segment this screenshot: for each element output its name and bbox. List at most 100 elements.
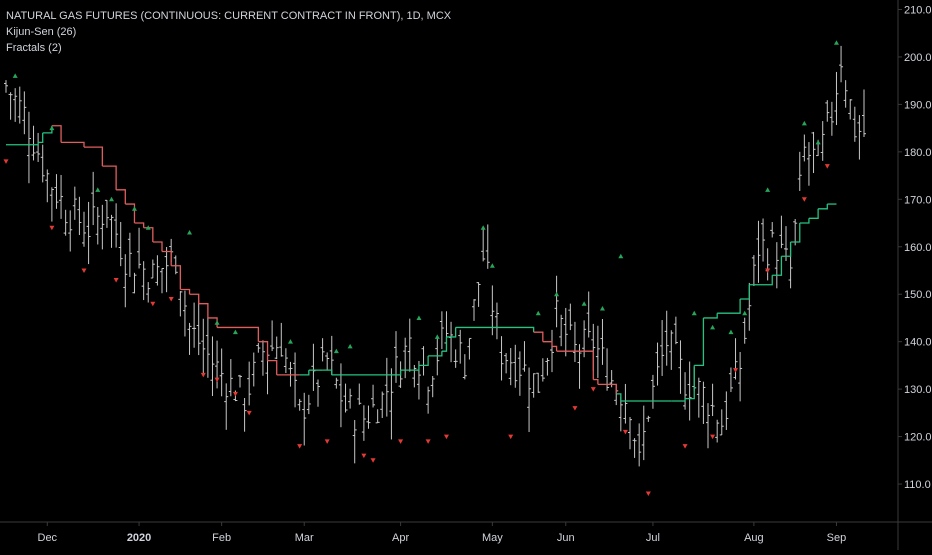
fractal-up-marker bbox=[728, 329, 734, 335]
y-tick-label: 130.0 bbox=[904, 384, 932, 396]
x-tick-label: Apr bbox=[392, 532, 409, 544]
fractal-down-marker bbox=[682, 444, 688, 449]
kijun-sen-segment bbox=[740, 284, 750, 300]
fractal-down-marker bbox=[572, 406, 578, 411]
fractal-down-marker bbox=[200, 372, 206, 378]
kijun-sen-segment bbox=[542, 341, 553, 347]
x-tick-label: 2020 bbox=[127, 532, 151, 544]
kijun-sen-segment bbox=[258, 341, 269, 361]
kijun-sen-segment bbox=[799, 218, 810, 224]
fractal-up-marker bbox=[618, 253, 624, 259]
fractal-down-marker bbox=[232, 391, 238, 397]
kijun-sen-segment bbox=[102, 165, 117, 190]
kijun-sen-segment bbox=[171, 265, 182, 290]
kijun-sen-segment bbox=[616, 393, 622, 401]
kijun-sen-segment bbox=[749, 275, 773, 286]
kijun-sen-segment bbox=[694, 317, 705, 367]
kijun-sen-segment bbox=[428, 351, 443, 357]
fractal-down-marker bbox=[425, 439, 431, 444]
x-tick-label: Sep bbox=[827, 532, 847, 544]
kijun-sen-segment bbox=[400, 365, 420, 371]
fractal-up-marker bbox=[480, 225, 486, 230]
kijun-sen-segment bbox=[818, 204, 828, 210]
fractal-down-marker bbox=[49, 225, 55, 231]
y-tick-label: 190.0 bbox=[904, 99, 932, 111]
kijun-sen-segment bbox=[703, 313, 718, 319]
y-tick-label: 170.0 bbox=[904, 194, 932, 206]
fractal-up-marker bbox=[815, 139, 821, 145]
kijun-sen-segment bbox=[152, 241, 163, 252]
fractal-up-marker bbox=[287, 339, 293, 344]
kijun-sen-segment bbox=[6, 142, 39, 146]
y-tick-label: 180.0 bbox=[904, 147, 932, 159]
fractal-down-marker bbox=[214, 377, 220, 383]
y-tick-label: 150.0 bbox=[904, 289, 932, 301]
chart-legend: NATURAL GAS FUTURES (CONTINUOUS: CURRENT… bbox=[6, 8, 451, 56]
kijun-sen-segment bbox=[441, 336, 448, 352]
kijun-sen-segment bbox=[84, 146, 104, 167]
kijun-sen-segment bbox=[790, 223, 801, 243]
y-tick-label: 120.0 bbox=[904, 432, 932, 444]
kijun-sen-segment bbox=[217, 326, 260, 342]
kijun-sen-segment bbox=[685, 365, 695, 400]
kijun-sen-segment bbox=[189, 293, 200, 304]
x-tick-label: Jun bbox=[557, 532, 575, 544]
x-tick-label: May bbox=[482, 532, 503, 544]
x-tick-label: Dec bbox=[38, 532, 58, 544]
fractal-up-marker bbox=[581, 301, 587, 306]
kijun-sen-segment bbox=[455, 326, 535, 333]
fractal-down-marker bbox=[398, 439, 404, 444]
fractal-up-marker bbox=[109, 196, 115, 202]
y-tick-label: 160.0 bbox=[904, 242, 932, 254]
y-tick-label: 200.0 bbox=[904, 52, 932, 64]
kijun-sen-segment bbox=[584, 350, 594, 380]
x-tick-label: Feb bbox=[212, 532, 231, 544]
kijun-sen-segment bbox=[597, 383, 617, 394]
fractal-down-marker bbox=[710, 434, 716, 440]
legend-kijun-sen: Kijun-Sen (26) bbox=[6, 26, 77, 38]
x-tick-label: Aug bbox=[744, 532, 764, 544]
kijun-sen-segment bbox=[322, 369, 333, 375]
kijun-sen-segment bbox=[143, 227, 154, 243]
kijun-sen-segment bbox=[38, 132, 44, 144]
fractal-up-marker bbox=[710, 324, 716, 330]
fractal-down-marker bbox=[246, 410, 252, 416]
kijun-sen-segment bbox=[552, 345, 558, 352]
fractal-up-marker bbox=[49, 125, 55, 131]
fractal-down-marker bbox=[801, 197, 807, 202]
kijun-sen-segment bbox=[61, 141, 85, 148]
fractal-down-marker bbox=[168, 296, 174, 302]
fractal-up-marker bbox=[95, 187, 101, 192]
kijun-sen-segment bbox=[391, 370, 402, 376]
fractal-down-marker bbox=[324, 439, 330, 444]
fractal-up-marker bbox=[833, 40, 839, 45]
fractal-up-marker bbox=[12, 73, 18, 78]
legend-fractals: Fractals (2) bbox=[6, 42, 62, 54]
y-tick-label: 110.0 bbox=[904, 479, 931, 491]
fractal-up-marker bbox=[489, 263, 495, 268]
kijun-sen-segment bbox=[418, 355, 429, 367]
kijun-sen-segment bbox=[781, 242, 792, 257]
fractal-down-marker bbox=[81, 268, 87, 273]
fractal-up-marker bbox=[742, 310, 748, 316]
fractal-up-marker bbox=[765, 187, 771, 192]
fractal-down-marker bbox=[370, 458, 376, 463]
fractal-up-marker bbox=[187, 230, 193, 235]
kijun-sen-segment bbox=[162, 250, 172, 266]
y-tick-label: 210.0 bbox=[904, 4, 932, 16]
fractal-down-marker bbox=[361, 453, 367, 459]
fractal-down-marker bbox=[150, 301, 156, 307]
fractal-up-marker bbox=[599, 305, 605, 311]
fractal-down-marker bbox=[622, 429, 628, 435]
kijun-sen-segment bbox=[267, 360, 278, 375]
fractal-down-marker bbox=[824, 164, 830, 169]
kijun-sen-segment bbox=[198, 303, 209, 318]
kijun-sen-segment bbox=[446, 327, 457, 338]
fractal-down-marker bbox=[590, 387, 596, 392]
fractal-up-marker bbox=[434, 334, 440, 339]
kijun-sen-segment bbox=[717, 298, 741, 314]
fractal-up-marker bbox=[131, 206, 137, 211]
fractal-up-marker bbox=[145, 225, 151, 230]
